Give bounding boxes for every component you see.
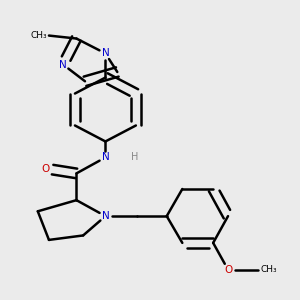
Text: N: N (101, 48, 109, 59)
Text: H: H (131, 152, 138, 162)
Text: N: N (101, 211, 109, 221)
Text: O: O (42, 164, 50, 174)
Text: CH₃: CH₃ (260, 265, 277, 274)
Text: O: O (224, 265, 232, 275)
Text: N: N (101, 152, 109, 162)
Text: N: N (59, 59, 67, 70)
Text: CH₃: CH₃ (31, 31, 47, 40)
